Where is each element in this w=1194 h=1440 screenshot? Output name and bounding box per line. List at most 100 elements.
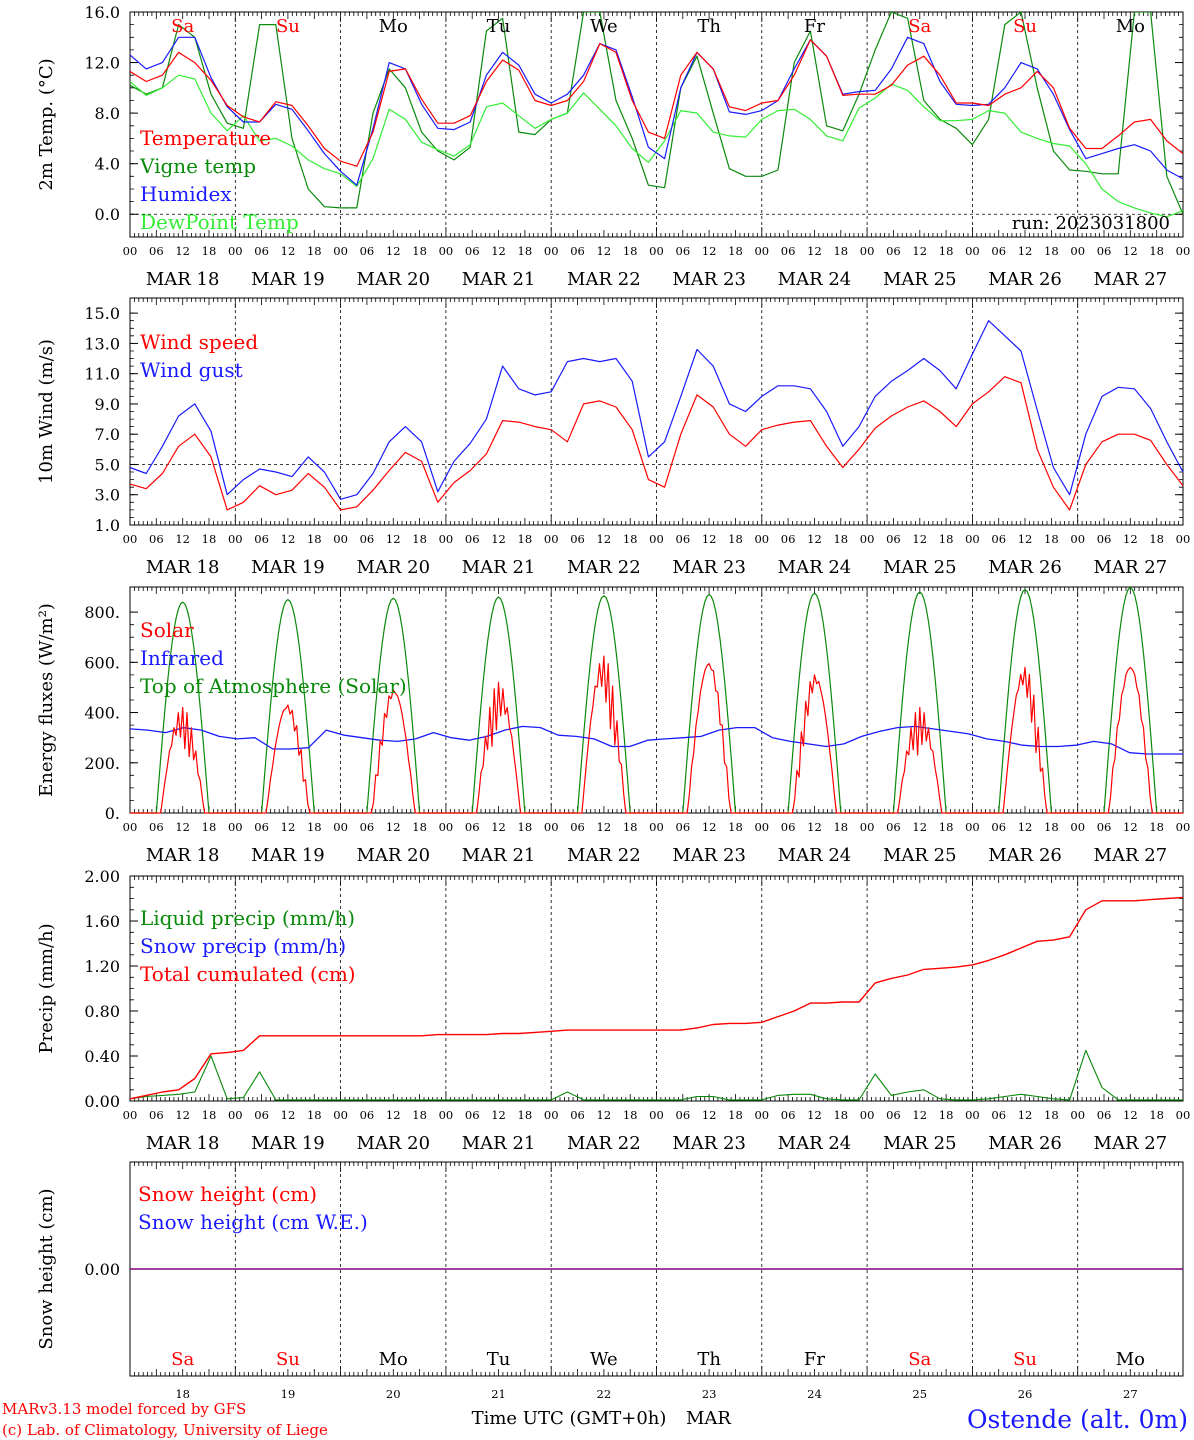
date-label: MAR 26 — [988, 269, 1062, 290]
hour-tick-label: 00 — [544, 532, 559, 546]
hour-tick-label: 18 — [412, 820, 427, 834]
hour-tick-label: 12 — [912, 820, 927, 834]
bottom-day-abbr: Mo — [379, 1349, 408, 1370]
hour-tick-label: 00 — [649, 244, 664, 258]
hour-tick-label: 12 — [912, 1108, 927, 1122]
hour-tick-label: 12 — [1123, 532, 1138, 546]
hour-tick-label: 06 — [254, 1108, 269, 1122]
hour-tick-label: 18 — [833, 532, 848, 546]
hour-tick-label: 18 — [728, 820, 743, 834]
bottom-day-abbr: Tu — [487, 1349, 511, 1370]
series-line-dewpoint-temp — [130, 74, 1183, 218]
legend-snow-height-cm-: Snow height (cm) — [138, 1182, 317, 1206]
hour-tick-label: 00 — [439, 820, 454, 834]
run-label: run: 2023031800 — [1012, 213, 1170, 234]
bottom-day-abbr: Su — [1013, 1349, 1037, 1370]
hour-tick-label: 06 — [149, 1108, 164, 1122]
date-label: MAR 18 — [146, 1133, 220, 1154]
date-label: MAR 19 — [251, 269, 325, 290]
hour-tick-label: 18 — [939, 244, 954, 258]
hour-tick-label: 00 — [649, 532, 664, 546]
date-label: MAR 24 — [778, 1133, 852, 1154]
date-label: MAR 27 — [1094, 557, 1168, 578]
date-label: MAR 20 — [356, 1133, 430, 1154]
hour-tick-label: 00 — [1070, 1108, 1085, 1122]
hour-tick-label: 00 — [123, 244, 138, 258]
hour-tick-label: 18 — [623, 1108, 638, 1122]
y-tick-label: 1.0 — [95, 516, 120, 535]
date-label: MAR 22 — [567, 557, 641, 578]
hour-tick-label: 06 — [465, 244, 480, 258]
legend-liquid-precip-mm-h-: Liquid precip (mm/h) — [140, 906, 355, 930]
hour-tick-label: 12 — [807, 1108, 822, 1122]
hour-tick-label: 06 — [781, 244, 796, 258]
hour-tick-label: 06 — [360, 532, 375, 546]
y-tick-label: 1.60 — [84, 912, 120, 931]
hour-tick-label: 06 — [781, 820, 796, 834]
date-label: MAR 24 — [778, 269, 852, 290]
hour-tick-label: 18 — [1044, 244, 1059, 258]
footer-model-credit: MARv3.13 model forced by GFS — [2, 1400, 246, 1418]
hour-tick-label: 12 — [386, 244, 401, 258]
hour-tick-label: 12 — [807, 244, 822, 258]
legend-snow-precip-mm-h-: Snow precip (mm/h) — [140, 934, 346, 958]
hour-tick-label: 06 — [1097, 1108, 1112, 1122]
x-tick-marks — [129, 1162, 1184, 1376]
hour-tick-label: 00 — [965, 1108, 980, 1122]
series-line-liquid-precip — [129, 1049, 1183, 1101]
day-abbr-label: Sa — [171, 16, 194, 37]
hour-tick-label: 06 — [1097, 820, 1112, 834]
hour-tick-label: 18 — [412, 532, 427, 546]
y-tick-label: 2.00 — [84, 867, 120, 886]
hour-tick-label: 18 — [202, 820, 217, 834]
date-label: MAR 20 — [356, 557, 430, 578]
hour-tick-label: 06 — [465, 532, 480, 546]
panel-4: 0.00 0.40 0.80 1.20 1.60 2.00 Precip (mm/h) Liq… — [36, 867, 1184, 1111]
hour-tick-label: 06 — [886, 244, 901, 258]
series-line-infrared — [129, 725, 1183, 755]
y-tick-label: 0.00 — [84, 1092, 120, 1111]
hour-tick-label: 12 — [597, 244, 612, 258]
hour-tick-label: 18 — [518, 244, 533, 258]
bottom-day-abbr: We — [590, 1349, 618, 1370]
hour-tick-label: 18 — [202, 1108, 217, 1122]
hour-tick-label: 18 — [1149, 532, 1164, 546]
hour-tick-label: 00 — [228, 820, 243, 834]
y-tick-label: 11.0 — [84, 365, 120, 384]
date-label: MAR 23 — [672, 1133, 746, 1154]
y-minor-ticks — [130, 875, 1183, 1102]
hour-tick-label: 06 — [991, 244, 1006, 258]
bottom-day-number: 26 — [1018, 1387, 1033, 1401]
legend-snow-height-cm-w-e-: Snow height (cm W.E.) — [138, 1210, 368, 1234]
y-tick-label: 15.0 — [84, 304, 120, 323]
hour-tick-label: 12 — [386, 532, 401, 546]
hour-tick-label: 00 — [544, 820, 559, 834]
y-minor-ticks — [130, 312, 1183, 526]
date-label: MAR 27 — [1094, 845, 1168, 866]
hour-tick-label: 12 — [491, 1108, 506, 1122]
date-label: MAR 26 — [988, 557, 1062, 578]
date-label: MAR 25 — [883, 845, 957, 866]
hour-tick-label: 00 — [860, 820, 875, 834]
legend-wind-speed: Wind speed — [140, 330, 258, 354]
day-abbr-label: Mo — [379, 16, 408, 37]
bottom-day-number: 25 — [912, 1387, 927, 1401]
bottom-day-abbr: Su — [276, 1349, 300, 1370]
bottom-day-abbr: Th — [697, 1349, 721, 1370]
hour-tick-label: 06 — [1097, 532, 1112, 546]
x-axis-month: MAR — [686, 1408, 731, 1429]
hour-tick-label: 18 — [728, 532, 743, 546]
hour-tick-label: 00 — [965, 244, 980, 258]
hour-tick-label: 12 — [1123, 1108, 1138, 1122]
hour-tick-label: 00 — [754, 532, 769, 546]
hour-tick-label: 12 — [281, 820, 296, 834]
y-tick-label: 8.0 — [95, 104, 120, 123]
hour-tick-label: 00 — [333, 820, 348, 834]
day-abbr-label: Mo — [1116, 16, 1145, 37]
hour-tick-label: 12 — [1123, 244, 1138, 258]
hour-tick-label: 06 — [149, 532, 164, 546]
hour-tick-label: 06 — [570, 244, 585, 258]
date-label: MAR 19 — [251, 557, 325, 578]
y-tick-label: 12.0 — [84, 54, 120, 73]
hour-tick-label: 06 — [991, 532, 1006, 546]
